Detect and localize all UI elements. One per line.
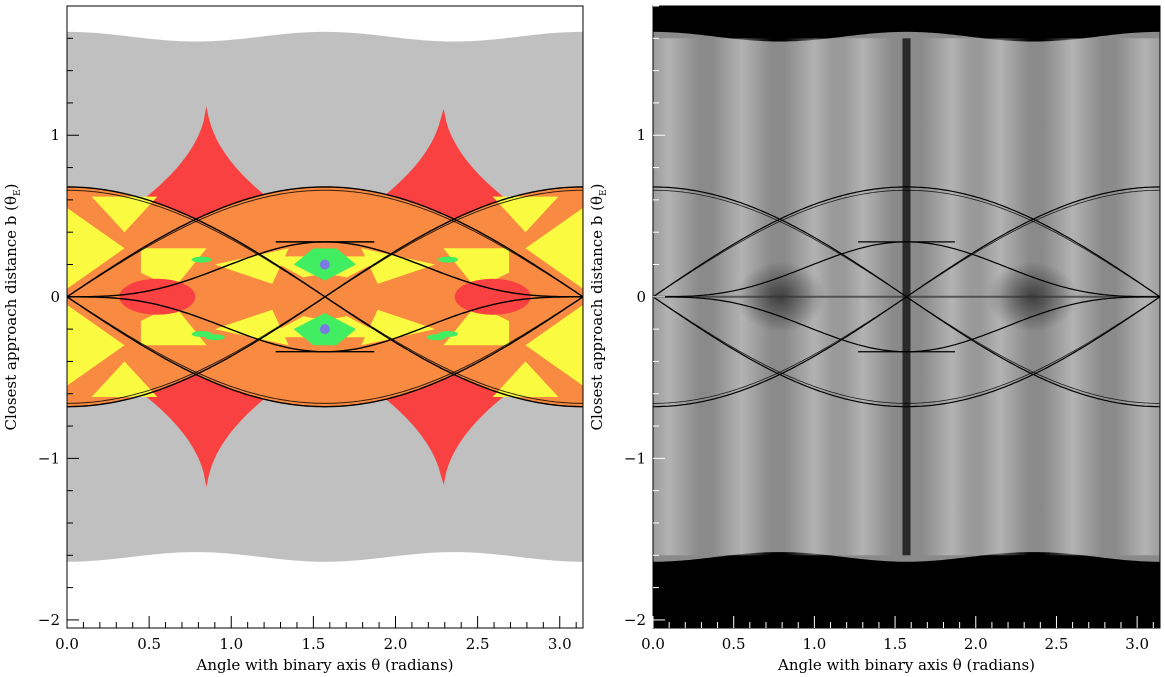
left-xtick-label: 0.5 bbox=[137, 635, 161, 653]
left-xtick-label: 1.0 bbox=[219, 635, 243, 653]
caustic-curve bbox=[653, 296, 1160, 404]
right-xlabel: Angle with binary axis θ (radians) bbox=[777, 656, 1035, 674]
caustic-curve bbox=[653, 296, 1160, 353]
left-ytick-label: −2 bbox=[38, 611, 60, 629]
caustic-curve bbox=[67, 296, 583, 404]
left-xtick-label: 3.0 bbox=[548, 635, 572, 653]
left-ylabel-close: ) bbox=[2, 184, 20, 190]
caustic-curve bbox=[67, 296, 583, 408]
yellow-region bbox=[67, 207, 125, 289]
yellow-region bbox=[525, 207, 583, 289]
right-xtick-label: 1.5 bbox=[883, 635, 907, 653]
blue-region bbox=[319, 324, 330, 335]
right-xtick-label: 0.0 bbox=[641, 635, 665, 653]
caustic-curve bbox=[653, 296, 1160, 408]
right-ylabel: Closest approach distance b (θE) bbox=[588, 184, 609, 431]
right-plot-area bbox=[653, 6, 1160, 628]
caustic-curve bbox=[653, 241, 1160, 298]
left-ytick-label: −1 bbox=[38, 449, 60, 467]
blue-region bbox=[319, 259, 330, 270]
left-xtick-label: 2.0 bbox=[384, 635, 408, 653]
green-region bbox=[204, 334, 225, 341]
red-inner-lobe bbox=[454, 278, 531, 315]
left-ylabel-subscript: E bbox=[13, 189, 23, 196]
yellow-region bbox=[492, 361, 559, 397]
caustic-curve bbox=[67, 241, 583, 298]
right-ytick-label: 0 bbox=[636, 288, 646, 306]
yellow-region bbox=[443, 248, 510, 289]
right-ytick-label: −1 bbox=[624, 449, 646, 467]
yellow-region bbox=[525, 304, 583, 386]
left-plot-area bbox=[67, 31, 583, 562]
red-inner-lobe bbox=[119, 278, 196, 315]
right-xtick-label: 2.0 bbox=[964, 635, 988, 653]
yellow-region bbox=[91, 361, 158, 397]
left-ytick-label: 0 bbox=[50, 288, 60, 306]
green-region bbox=[438, 256, 459, 263]
right-xtick-label: 0.5 bbox=[722, 635, 746, 653]
left-xtick-label: 2.5 bbox=[466, 635, 490, 653]
yellow-region bbox=[91, 196, 158, 233]
right-ytick-label: −2 bbox=[624, 611, 646, 629]
yellow-region bbox=[492, 196, 559, 233]
left-ytick-label: 1 bbox=[50, 126, 60, 144]
yellow-region bbox=[140, 304, 207, 346]
caustic-curve bbox=[653, 186, 1160, 298]
left-xtick-label: 1.5 bbox=[301, 635, 325, 653]
right-axes: 0.0 0.5 1.0 1.5 2.0 2.5 3.0 −2 −1 0 1 Angle with bi… bbox=[588, 5, 1161, 674]
left-xtick-label: 0.0 bbox=[55, 635, 79, 653]
right-xtick-label: 1.0 bbox=[802, 635, 826, 653]
left-axes-frame bbox=[66, 5, 584, 629]
caustic-curve bbox=[653, 189, 1160, 404]
yellow-region bbox=[140, 248, 207, 289]
right-ylabel-close: ) bbox=[588, 184, 606, 190]
caustic-curve bbox=[67, 189, 583, 298]
caustic-curve bbox=[653, 189, 1160, 298]
right-axes-frame bbox=[652, 5, 1161, 629]
caustic-curve bbox=[67, 186, 583, 298]
yellow-region bbox=[443, 304, 510, 346]
green-region bbox=[426, 334, 447, 341]
right-ylabel-subscript: E bbox=[599, 189, 609, 196]
caustic-curve bbox=[67, 296, 583, 353]
left-axes: 0.0 0.5 1.0 1.5 2.0 2.5 3.0 −2 −1 0 1 Angle with bi… bbox=[2, 5, 584, 674]
right-panel: 0.0 0.5 1.0 1.5 2.0 2.5 3.0 −2 −1 0 1 Angle with bi… bbox=[588, 5, 1161, 674]
right-xtick-label: 3.0 bbox=[1125, 635, 1149, 653]
left-ylabel: Closest approach distance b (θE) bbox=[2, 184, 23, 431]
right-ytick-label: 1 bbox=[636, 126, 646, 144]
left-panel: 0.0 0.5 1.0 1.5 2.0 2.5 3.0 −2 −1 0 1 Angle with bi… bbox=[2, 5, 584, 674]
caustic-curve bbox=[67, 189, 583, 404]
green-region bbox=[191, 256, 212, 263]
yellow-region bbox=[67, 304, 125, 386]
right-xtick-label: 2.5 bbox=[1045, 635, 1069, 653]
left-xlabel: Angle with binary axis θ (radians) bbox=[195, 656, 453, 674]
